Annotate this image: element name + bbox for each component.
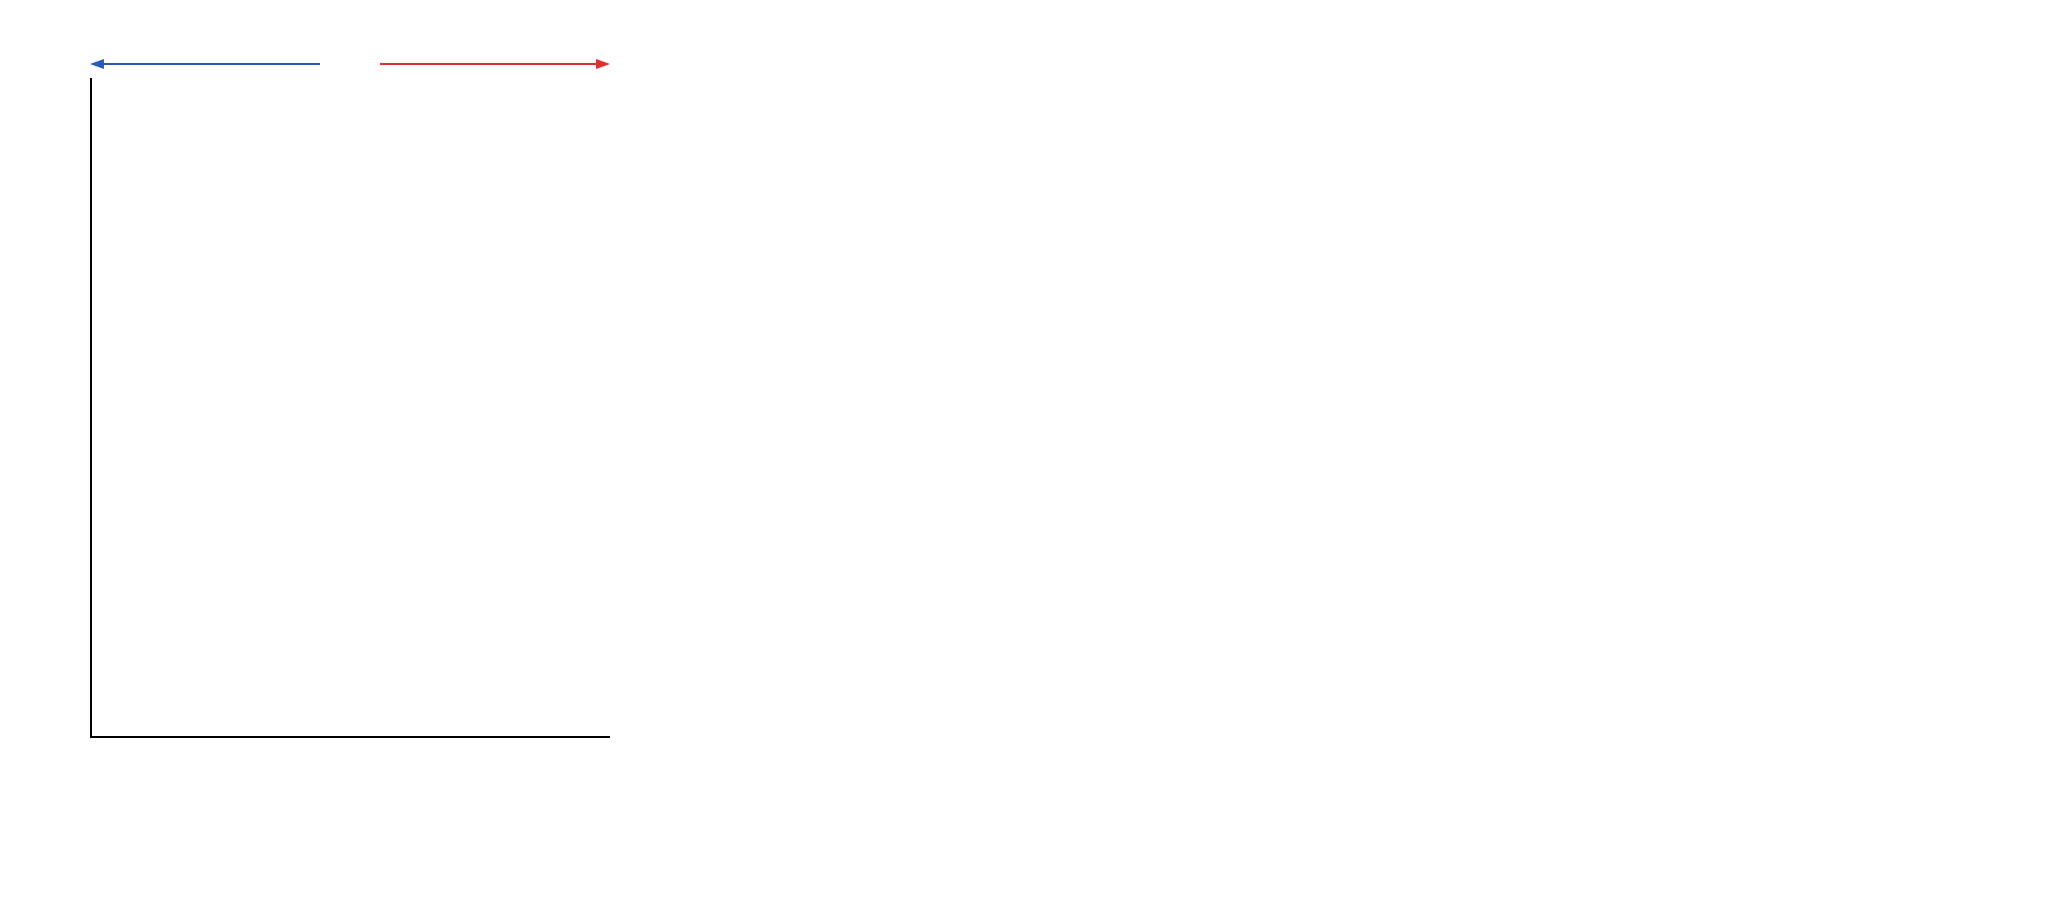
figure-container: [20, 20, 2039, 886]
arrow-right-icon: [380, 57, 610, 71]
panel-a: [20, 20, 633, 886]
panel-c: [1346, 20, 2039, 886]
arrow-row: [90, 57, 610, 73]
volcano-plot: [90, 78, 610, 738]
arrow-left-icon: [90, 57, 320, 71]
volcano-wrap: [90, 55, 610, 825]
panel-b: [653, 20, 1326, 886]
volcano-svg: [92, 78, 610, 736]
